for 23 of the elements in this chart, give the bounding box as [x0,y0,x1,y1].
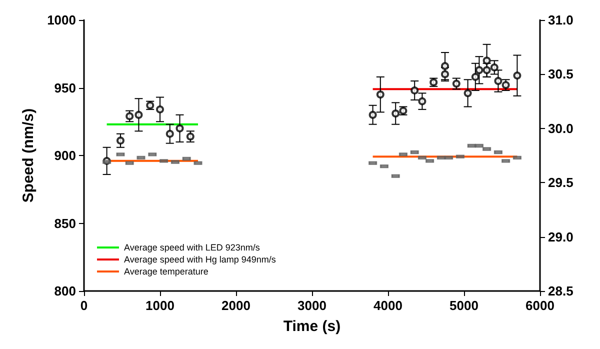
x-tick-label: 0 [80,298,88,313]
y2-tick-label: 28.5 [548,284,574,298]
legend-label: Average speed with Hg lamp 949nm/s [124,254,276,264]
x-tick-label: 3000 [298,298,326,313]
x-tick-label: 4000 [374,298,402,313]
y-tick-label: 850 [54,216,76,231]
y-axis-title: Speed (nm/s) [20,108,37,203]
y2-tick-label: 29.5 [548,175,574,190]
y-tick-label: 800 [54,284,76,298]
y2-tick-label: 29.0 [548,229,574,244]
x-tick-label: 5000 [450,298,478,313]
y-tick-label: 900 [54,148,76,163]
x-tick-label: 1000 [146,298,174,313]
x-tick-label: 2000 [222,298,250,313]
x-axis-title: Time (s) [283,318,341,335]
legend-label: Average speed with LED 923nm/s [124,242,260,252]
x-tick-label: 6000 [526,298,554,313]
y-tick-label: 1000 [47,12,76,28]
y2-tick-label: 31.0 [548,12,574,28]
y2-tick-label: 30.0 [548,120,574,136]
legend-label: Average temperature [124,266,208,276]
y-tick-label: 950 [54,80,76,96]
y2-tick-label: 30.5 [548,66,574,82]
